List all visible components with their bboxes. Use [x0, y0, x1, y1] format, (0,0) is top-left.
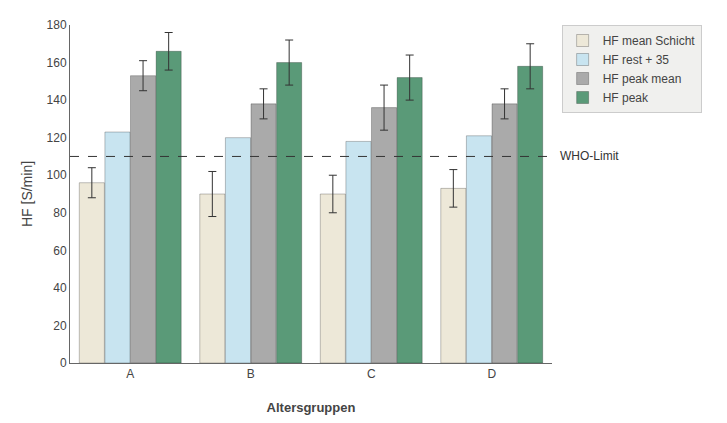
- svg-text:C: C: [367, 367, 376, 381]
- svg-text:100: 100: [47, 168, 67, 182]
- svg-text:B: B: [247, 367, 255, 381]
- svg-text:160: 160: [47, 56, 67, 70]
- svg-text:20: 20: [53, 319, 67, 333]
- svg-text:0: 0: [60, 356, 67, 370]
- svg-text:HF peak: HF peak: [603, 91, 649, 105]
- svg-text:140: 140: [47, 93, 67, 107]
- svg-text:120: 120: [47, 131, 67, 145]
- svg-text:180: 180: [47, 18, 67, 32]
- svg-text:HF mean Schicht: HF mean Schicht: [603, 34, 696, 48]
- svg-text:HF peak mean: HF peak mean: [603, 72, 682, 86]
- svg-text:40: 40: [53, 281, 67, 295]
- svg-text:WHO-Limit: WHO-Limit: [560, 149, 619, 163]
- svg-text:60: 60: [53, 244, 67, 258]
- svg-text:Altersgruppen: Altersgruppen: [267, 400, 356, 415]
- svg-text:A: A: [126, 367, 134, 381]
- svg-text:HF [S/min]: HF [S/min]: [19, 161, 35, 227]
- svg-text:80: 80: [53, 206, 67, 220]
- svg-text:HF rest + 35: HF rest + 35: [603, 53, 670, 67]
- svg-text:D: D: [487, 367, 496, 381]
